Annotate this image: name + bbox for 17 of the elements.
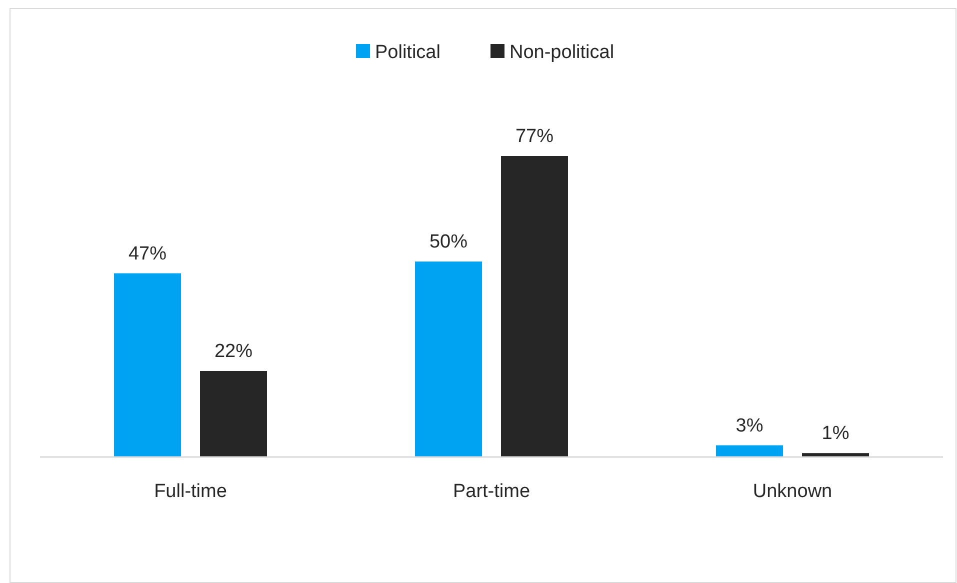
bar bbox=[200, 371, 267, 457]
data-label: 50% bbox=[429, 232, 468, 253]
bar bbox=[802, 453, 869, 457]
data-label: 3% bbox=[736, 415, 764, 436]
data-label: 1% bbox=[822, 423, 850, 444]
data-label: 47% bbox=[128, 243, 167, 264]
bar bbox=[716, 445, 783, 457]
data-label: 22% bbox=[214, 341, 253, 362]
x-tick-label: Full-time bbox=[154, 481, 227, 502]
data-label: 77% bbox=[515, 126, 554, 147]
x-tick-label: Unknown bbox=[752, 481, 832, 502]
bar bbox=[501, 156, 568, 457]
bar bbox=[114, 273, 181, 457]
legend-label: Non-political bbox=[510, 42, 614, 63]
x-tick-label: Part-time bbox=[452, 481, 530, 502]
bar bbox=[415, 262, 482, 457]
legend-label: Political bbox=[375, 42, 440, 63]
